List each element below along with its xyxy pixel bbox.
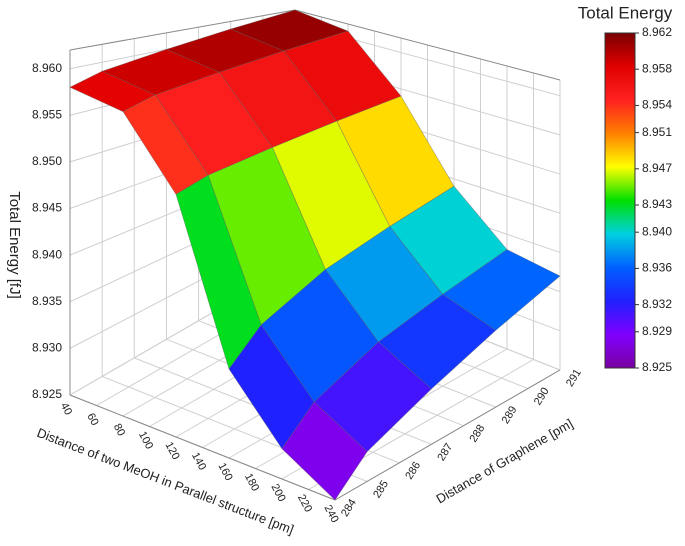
- colorbar-tick-label: 8.954: [642, 98, 672, 112]
- surface: [69, 9, 561, 501]
- colorbar-tick-label: 8.940: [642, 224, 672, 238]
- y-tick-label: 284: [339, 497, 359, 519]
- y-tick-label: 285: [371, 478, 391, 500]
- z-axis-title: Total Energy [fJ]: [6, 191, 23, 299]
- x-tick-label: 160: [215, 461, 234, 483]
- z-tick-label: 8.960: [32, 61, 62, 75]
- x-tick-label: 120: [162, 440, 181, 462]
- x-tick-label: 220: [295, 493, 314, 515]
- y-tick-label: 288: [468, 423, 488, 445]
- surface-cell: [313, 341, 432, 453]
- colorbar-tick-label: 8.929: [642, 324, 672, 338]
- colorbar-title: Total Energy: [578, 3, 673, 22]
- colorbar-tick-label: 8.925: [642, 360, 672, 374]
- x-tick-label: 180: [242, 472, 261, 494]
- colorbar-tick-label: 8.958: [642, 61, 672, 75]
- y-axis-title: Distance of Graphene [pm]: [433, 416, 575, 507]
- axis-line: [69, 394, 336, 501]
- colorbar-tick-label: 8.947: [642, 161, 672, 175]
- surface-cell: [281, 401, 368, 501]
- z-tick-label: 8.940: [32, 247, 62, 261]
- z-tick-label: 8.930: [32, 341, 62, 355]
- axis-line: [69, 9, 296, 51]
- colorbar-tick-label: 8.932: [642, 297, 672, 311]
- x-tick-label: 100: [136, 430, 155, 452]
- z-tick-label: 8.925: [32, 387, 62, 401]
- y-tick-label: 289: [500, 404, 520, 426]
- y-tick-label: 291: [564, 367, 584, 389]
- x-tick-label: 40: [58, 401, 74, 417]
- y-tick-label: 286: [403, 460, 423, 482]
- y-tick-label: 287: [435, 441, 455, 463]
- z-tick-label: 8.935: [32, 294, 62, 308]
- z-tick-label: 8.945: [32, 201, 62, 215]
- x-tick-label: 80: [111, 422, 127, 438]
- z-tick-label: 8.955: [32, 107, 62, 121]
- x-tick-label: 200: [268, 482, 287, 504]
- colorbar-tick-label: 8.962: [642, 25, 672, 39]
- colorbar-tick-label: 8.943: [642, 197, 672, 211]
- x-tick-label: 240: [321, 503, 340, 525]
- x-tick-label: 60: [84, 411, 100, 427]
- colorbar-tick-label: 8.951: [642, 125, 672, 139]
- axis-line: [294, 9, 561, 81]
- y-tick-label: 290: [532, 386, 552, 408]
- colorbar-tick-label: 8.936: [642, 261, 672, 275]
- axis-line: [334, 369, 561, 501]
- x-tick-label: 140: [189, 451, 208, 473]
- z-tick-label: 8.950: [32, 154, 62, 168]
- colorbar: [604, 32, 636, 369]
